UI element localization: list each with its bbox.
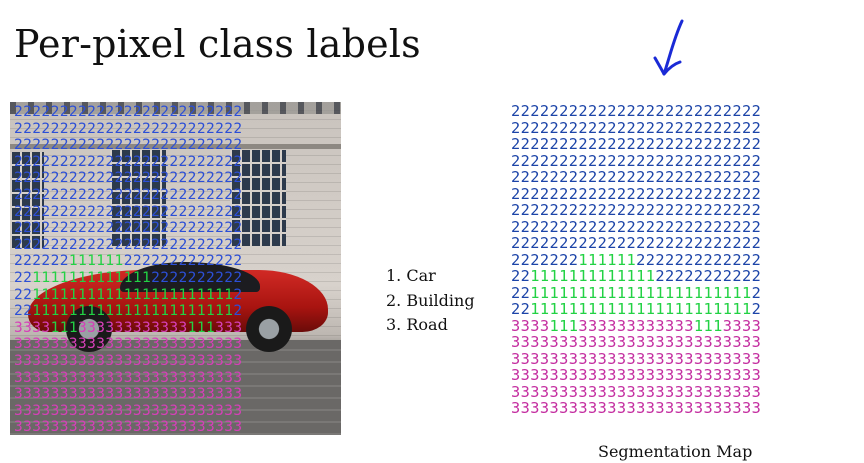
overlay-row: 2222222222222222222222222: [14, 203, 243, 220]
car-wheel: [66, 306, 112, 352]
building-window: [110, 150, 166, 248]
overlay-row: 2222222222222222222222222: [14, 104, 243, 120]
overlay-row: 2211111111111112222222222: [14, 269, 243, 286]
seg-row: 22222222222222222222222222: [511, 151, 762, 170]
seg-row: 22111111111111111111111112: [511, 283, 762, 302]
overlay-row: 2211111111111111111111112: [14, 303, 243, 320]
overlay-row: 3333333333333333333333333: [14, 386, 243, 403]
street-photo: [10, 102, 341, 435]
overlay-row: 2222222222222222222222222: [14, 186, 243, 203]
overlay-row: 2222222222222222222222222: [14, 153, 243, 170]
segmentation-map-grid: 22222222222222222222222222 22222222222222…: [511, 103, 761, 417]
building-window: [230, 150, 286, 248]
overlay-row: 3333333333333333333333333: [14, 336, 243, 353]
seg-row: 22111111111111111111111112: [511, 300, 762, 318]
building-window: [10, 152, 44, 250]
segmentation-map-caption: Segmentation Map: [598, 442, 753, 461]
seg-row: 33333333333333333333333333: [511, 333, 762, 351]
overlay-row: 2222222222222222222222222: [14, 170, 243, 187]
seg-row: 22222222222222222222222222: [511, 217, 762, 236]
legend-item-car: 1. Car: [386, 266, 436, 285]
seg-row: 33333333333333333333333333: [511, 349, 762, 368]
arrow-down-icon: [653, 19, 684, 76]
building-ledge: [10, 144, 341, 149]
seg-row: 22222222222222222222222222: [511, 168, 762, 186]
overlay-row: 2222221111112222222222222: [14, 253, 243, 270]
overlay-row: 3333333333333333333333333: [14, 419, 243, 436]
seg-row: 22222221111112222222222222: [511, 250, 762, 269]
seg-row: 22111111111111122222222222: [511, 267, 762, 285]
seg-row: 33333333333333333333333333: [511, 382, 762, 401]
overlay-row: 2222222222222222222222222: [14, 120, 243, 137]
road-surface: [10, 340, 341, 435]
seg-row: 22222222222222222222222222: [511, 102, 762, 120]
overlay-row: 3333333333333333333333333: [14, 369, 243, 386]
photo-label-overlay: 2222222222222222222222222 222222222222222…: [14, 104, 243, 436]
seg-row: 22222222222222222222222222: [511, 184, 762, 203]
slide-title: Per-pixel class labels: [14, 22, 421, 66]
legend-item-building: 2. Building: [386, 290, 475, 310]
seg-row: 33333333333333333333333333: [511, 399, 762, 417]
overlay-row: 2222222222222222222222222: [14, 220, 243, 237]
overlay-row: 2222222222222222222222222: [14, 137, 243, 154]
overlay-row: 3333111333333333333111333: [14, 319, 243, 336]
seg-row: 22222222222222222222222222: [511, 201, 762, 219]
building-cornice: [10, 102, 341, 114]
overlay-row: 2222222222222222222222222: [14, 236, 243, 253]
overlay-row: 3333333333333333333333333: [14, 352, 243, 369]
seg-row: 22222222222222222222222222: [511, 234, 762, 252]
car-wheel: [246, 306, 292, 352]
overlay-row: 3333333333333333333333333: [14, 402, 243, 419]
legend-item-road: 3. Road: [386, 315, 448, 334]
seg-row: 33333333333333333333333333: [511, 366, 762, 384]
seg-row: 33331113333333333331113333: [511, 316, 762, 335]
class-legend: 1. Car 2. Building 3. Road: [386, 264, 475, 338]
seg-row: 22222222222222222222222222: [511, 118, 762, 137]
seg-row: 22222222222222222222222222: [511, 135, 762, 153]
overlay-row: 2211111111111111111111112: [14, 286, 243, 303]
